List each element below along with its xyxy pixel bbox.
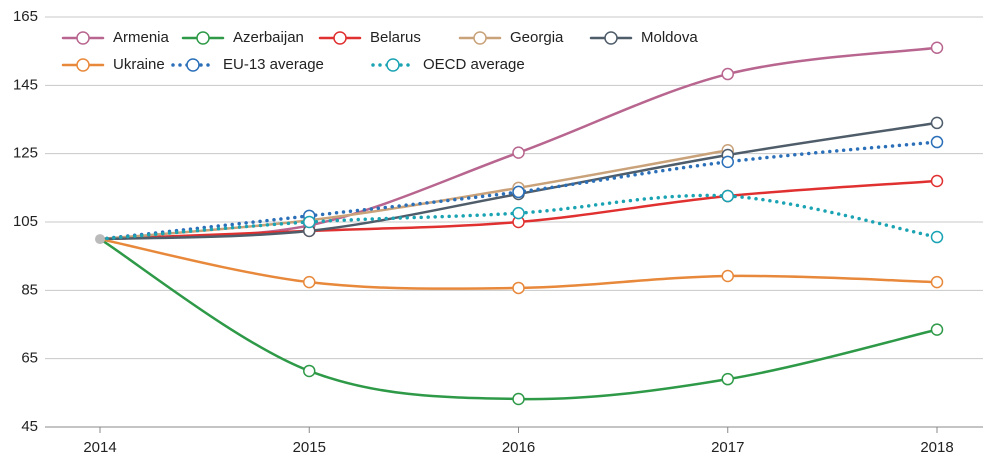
legend-marker xyxy=(604,31,618,45)
x-tick-label: 2017 xyxy=(711,439,744,456)
legend-label: Georgia xyxy=(510,29,564,46)
point xyxy=(721,67,734,81)
legend-label: Azerbaijan xyxy=(233,29,304,46)
legend-label: Belarus xyxy=(370,29,421,46)
legend-marker xyxy=(196,31,210,45)
point xyxy=(930,41,944,54)
point xyxy=(512,281,525,295)
legend-marker xyxy=(473,31,487,45)
point xyxy=(303,364,316,378)
y-tick-label: 85 xyxy=(21,281,38,298)
point xyxy=(930,275,944,289)
legend-marker xyxy=(186,58,200,72)
y-tick-label: 65 xyxy=(21,350,38,367)
y-tick-label: 145 xyxy=(13,76,38,93)
legend-label: OECD average xyxy=(423,56,525,73)
point xyxy=(721,155,734,169)
point xyxy=(303,215,316,229)
y-tick-label: 105 xyxy=(13,213,38,230)
point xyxy=(930,323,944,336)
point xyxy=(930,174,944,188)
series-line xyxy=(98,237,939,401)
point xyxy=(930,135,944,149)
legend-marker xyxy=(76,58,90,72)
point xyxy=(721,372,734,386)
x-tick-label: 2016 xyxy=(502,439,535,456)
x-tick-label: 2018 xyxy=(920,439,953,456)
point xyxy=(930,230,944,244)
legend-marker xyxy=(76,31,90,45)
legend-label: EU-13 average xyxy=(223,56,324,73)
y-tick-label: 45 xyxy=(21,418,38,435)
x-tick-label: 2014 xyxy=(83,439,116,456)
legend-marker xyxy=(386,58,400,72)
y-tick-label: 165 xyxy=(13,8,38,25)
point xyxy=(303,275,316,289)
series-line xyxy=(98,237,939,290)
legend-label: Armenia xyxy=(113,29,170,46)
point xyxy=(512,185,525,199)
legend-label: Moldova xyxy=(641,29,698,46)
legend-label: Ukraine xyxy=(113,56,165,73)
x-tick-label: 2015 xyxy=(293,439,326,456)
point xyxy=(721,269,734,283)
y-tick-label: 125 xyxy=(13,145,38,162)
legend-marker xyxy=(333,31,347,45)
point xyxy=(512,146,525,159)
base-point xyxy=(95,234,105,245)
point xyxy=(512,206,525,220)
series-line xyxy=(98,149,729,241)
point xyxy=(930,116,944,130)
point xyxy=(721,189,734,203)
point xyxy=(512,392,525,406)
